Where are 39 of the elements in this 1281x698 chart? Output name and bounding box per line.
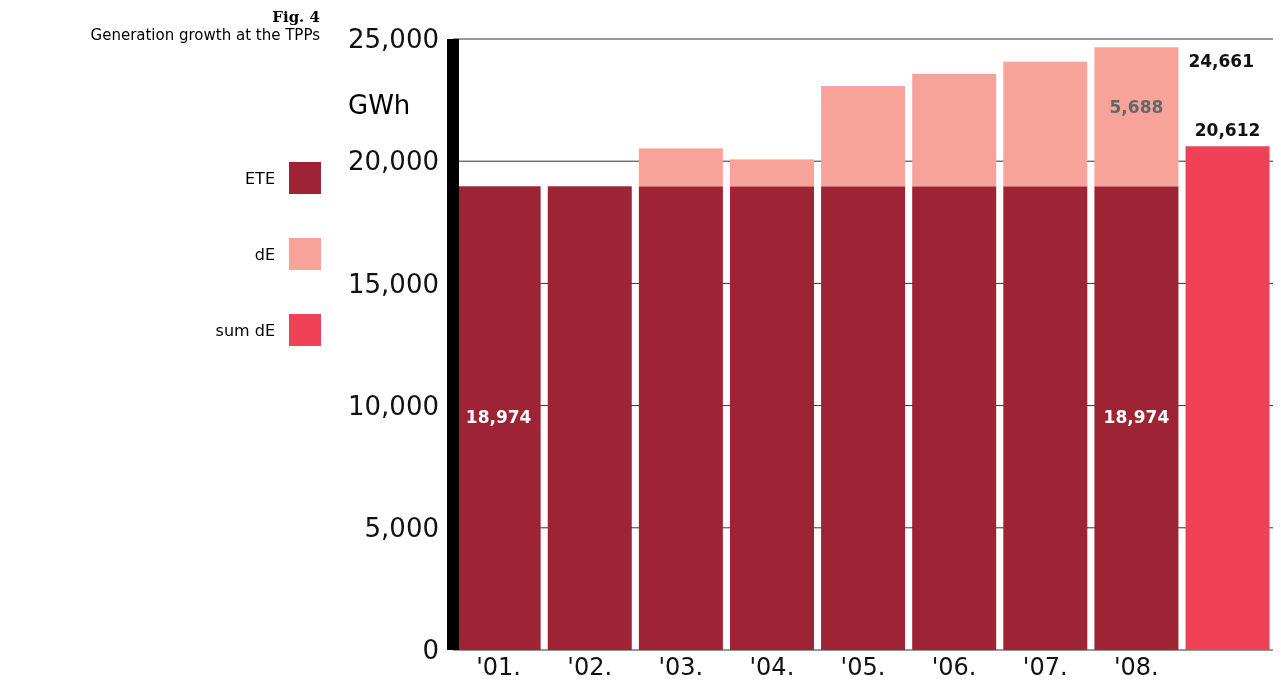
y-tick-label: 5,000 [364, 513, 439, 544]
data-label: 18,974 [465, 407, 532, 428]
y-tick-label: 20,000 [348, 146, 439, 177]
x-tick-label: '08. [1113, 653, 1159, 682]
total-label: 24,661 [1188, 51, 1255, 72]
x-tick-label: '01. [476, 653, 521, 682]
data-label: 18,974 [1103, 407, 1170, 428]
bar [1185, 146, 1270, 650]
y-tick-label: 15,000 [348, 268, 439, 299]
bar [1094, 47, 1179, 187]
bar [821, 186, 906, 650]
bar [912, 186, 997, 650]
y-tick-label: 10,000 [348, 390, 439, 421]
bar [821, 86, 906, 187]
bar [1003, 61, 1088, 187]
x-tick-label: '03. [658, 653, 704, 682]
legend-label: dE [254, 244, 275, 264]
bar [729, 159, 814, 187]
text: Fig. 4 [271, 8, 320, 26]
bar [1094, 186, 1179, 650]
x-tick-label: '06. [931, 653, 977, 682]
y-tick-label: 25,000 [348, 24, 439, 55]
x-tick-label: '07. [1022, 653, 1068, 682]
x-tick-label: '05. [840, 653, 886, 682]
data-label: 20,612 [1194, 120, 1261, 141]
legend-label: ETE [245, 168, 275, 188]
bar [638, 186, 723, 650]
data-label: 5,688 [1109, 97, 1164, 118]
x-tick-label: '04. [749, 653, 795, 682]
bar [1003, 186, 1088, 650]
text: Generation growth at the TPPs [89, 26, 320, 44]
bar [638, 148, 723, 187]
bar [547, 186, 632, 650]
bar [912, 73, 997, 187]
bar [729, 186, 814, 650]
x-tick-label: '02. [567, 653, 613, 682]
y-tick-label: 0 [422, 635, 439, 666]
legend-label: sum dE [215, 320, 275, 340]
y-axis-title: GWh [348, 90, 411, 120]
